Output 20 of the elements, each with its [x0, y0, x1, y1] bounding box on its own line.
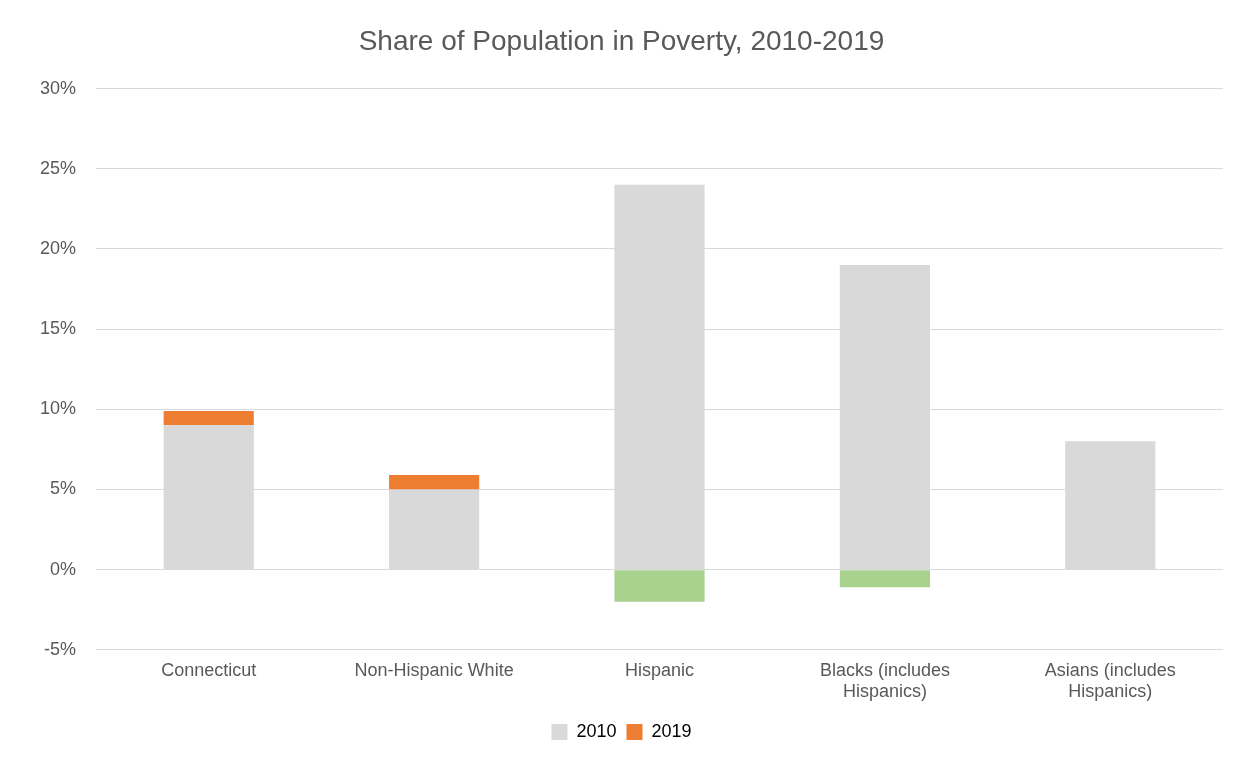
- bar: [614, 570, 705, 602]
- x-tick-label: Hispanic: [625, 659, 695, 680]
- chart-title: Share of Population in Poverty, 2010-2019: [358, 24, 885, 56]
- bar: [839, 570, 930, 588]
- bar: [163, 410, 254, 426]
- legend-label: 2010: [576, 720, 617, 741]
- x-tick-label: Non-Hispanic White: [354, 659, 514, 680]
- y-tick-label: 30%: [40, 77, 77, 98]
- y-tick-label: 15%: [40, 318, 77, 339]
- y-tick-label: 10%: [40, 398, 77, 419]
- y-tick-label: 25%: [40, 157, 77, 178]
- y-tick-label: 20%: [40, 237, 77, 258]
- y-tick-label: -5%: [44, 638, 77, 659]
- legend-label: 2019: [651, 720, 692, 741]
- x-tick-label: Connecticut: [161, 659, 257, 680]
- x-tick-label: Blacks (includes Hispanics): [819, 659, 950, 702]
- y-tick-label: 0%: [50, 558, 77, 579]
- y-tick-label: 5%: [50, 478, 77, 499]
- bar: [389, 475, 480, 490]
- x-tick-label: Asians (includes Hispanics): [1044, 659, 1176, 702]
